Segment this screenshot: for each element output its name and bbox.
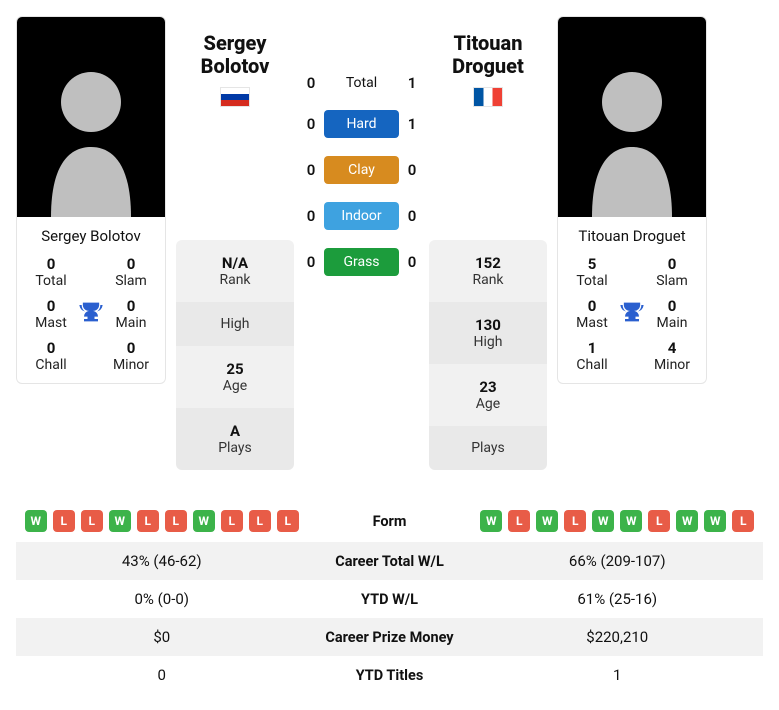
form-result[interactable]: W xyxy=(480,510,502,532)
form-result[interactable]: L xyxy=(508,510,530,532)
player-left-photo xyxy=(17,17,165,217)
form-left: WLLWLLWLLL xyxy=(24,510,300,532)
form-result[interactable]: W xyxy=(536,510,558,532)
stat-rank: 152Rank xyxy=(429,240,547,302)
player-left-name[interactable]: Sergey Bolotov xyxy=(17,217,165,255)
form-result[interactable]: L xyxy=(564,510,586,532)
trophy-icon xyxy=(77,298,105,330)
player-right-card: Titouan Droguet 5Total 0Slam 0Mast 0Main… xyxy=(557,16,707,384)
trophy-icon xyxy=(618,298,646,330)
player-left-card: Sergey Bolotov 0Total 0Slam 0Mast 0Main … xyxy=(16,16,166,384)
form-result[interactable]: L xyxy=(53,510,75,532)
surface-pill-clay[interactable]: Clay xyxy=(324,156,399,184)
form-result[interactable]: W xyxy=(592,510,614,532)
player-right-titles: 5Total 0Slam 0Mast 0Main 1Chall 4Minor xyxy=(558,255,706,383)
stat-mast: 0Mast xyxy=(25,297,77,331)
form-result[interactable]: L xyxy=(249,510,271,532)
surface-pill-grass[interactable]: Grass xyxy=(324,248,399,276)
cmp-ytd-titles: 0 YTD Titles 1 xyxy=(16,656,763,694)
stat-total: 5Total xyxy=(566,255,618,289)
player-left-column: SergeyBolotov N/ARank High 25Age APlays xyxy=(176,16,294,470)
flag-russia-icon xyxy=(221,88,249,106)
form-result[interactable]: W xyxy=(109,510,131,532)
form-result[interactable]: L xyxy=(81,510,103,532)
avatar-silhouette-icon xyxy=(41,47,141,217)
stat-main: 0Main xyxy=(105,297,157,331)
h2h-clay: 0 Clay 0 xyxy=(304,156,419,184)
form-result[interactable]: W xyxy=(620,510,642,532)
form-right: WLWLWWLWWL xyxy=(480,510,756,532)
form-result[interactable]: W xyxy=(25,510,47,532)
stat-minor: 0Minor xyxy=(105,339,157,373)
stat-main: 0Main xyxy=(646,297,698,331)
player-right-column: TitouanDroguet 152Rank 130High 23Age Pla… xyxy=(429,16,547,470)
stat-high: 130High xyxy=(429,302,547,364)
top-section: Sergey Bolotov 0Total 0Slam 0Mast 0Main … xyxy=(16,16,763,470)
flag-france-icon xyxy=(474,88,502,106)
form-result[interactable]: W xyxy=(704,510,726,532)
player-right-heading: TitouanDroguet xyxy=(429,16,547,110)
h2h-indoor: 0 Indoor 0 xyxy=(304,202,419,230)
form-result[interactable]: L xyxy=(221,510,243,532)
stat-age: 23Age xyxy=(429,364,547,426)
player-right-bigname[interactable]: TitouanDroguet xyxy=(429,32,547,78)
stat-slam: 0Slam xyxy=(646,255,698,289)
cmp-career-wl: 43% (46-62) Career Total W/L 66% (209-10… xyxy=(16,542,763,580)
stat-total: 0Total xyxy=(25,255,77,289)
stat-chall: 0Chall xyxy=(25,339,77,373)
form-result[interactable]: L xyxy=(648,510,670,532)
player-left-profile-stats: N/ARank High 25Age APlays xyxy=(176,240,294,470)
h2h-total: 0 Total 1 xyxy=(304,74,419,92)
form-result[interactable]: L xyxy=(732,510,754,532)
stat-high: High xyxy=(176,302,294,346)
player-left-titles: 0Total 0Slam 0Mast 0Main 0Chall 0Minor xyxy=(17,255,165,383)
player-right-photo xyxy=(558,17,706,217)
stat-chall: 1Chall xyxy=(566,339,618,373)
form-result[interactable]: W xyxy=(676,510,698,532)
form-result[interactable]: L xyxy=(277,510,299,532)
player-right-name[interactable]: Titouan Droguet xyxy=(558,217,706,255)
stat-age: 25Age xyxy=(176,346,294,408)
h2h-center: 0 Total 1 0 Hard 1 0 Clay 0 0 Indoor 0 0… xyxy=(304,16,419,276)
player-right-profile-stats: 152Rank 130High 23Age Plays xyxy=(429,240,547,470)
cmp-form: WLLWLLWLLL Form WLWLWWLWWL xyxy=(16,500,763,542)
player-left-heading: SergeyBolotov xyxy=(176,16,294,110)
stat-minor: 4Minor xyxy=(646,339,698,373)
cmp-prize: $0 Career Prize Money $220,210 xyxy=(16,618,763,656)
h2h-grass: 0 Grass 0 xyxy=(304,248,419,276)
h2h-hard: 0 Hard 1 xyxy=(304,110,419,138)
stat-mast: 0Mast xyxy=(566,297,618,331)
player-left-bigname[interactable]: SergeyBolotov xyxy=(176,32,294,78)
compare-table: WLLWLLWLLL Form WLWLWWLWWL 43% (46-62) C… xyxy=(16,500,763,694)
form-result[interactable]: L xyxy=(165,510,187,532)
stat-slam: 0Slam xyxy=(105,255,157,289)
stat-rank: N/ARank xyxy=(176,240,294,302)
form-result[interactable]: L xyxy=(137,510,159,532)
surface-pill-hard[interactable]: Hard xyxy=(324,110,399,138)
form-result[interactable]: W xyxy=(193,510,215,532)
stat-plays: APlays xyxy=(176,408,294,470)
surface-pill-indoor[interactable]: Indoor xyxy=(324,202,399,230)
avatar-silhouette-icon xyxy=(582,47,682,217)
cmp-ytd-wl: 0% (0-0) YTD W/L 61% (25-16) xyxy=(16,580,763,618)
stat-plays: Plays xyxy=(429,426,547,470)
